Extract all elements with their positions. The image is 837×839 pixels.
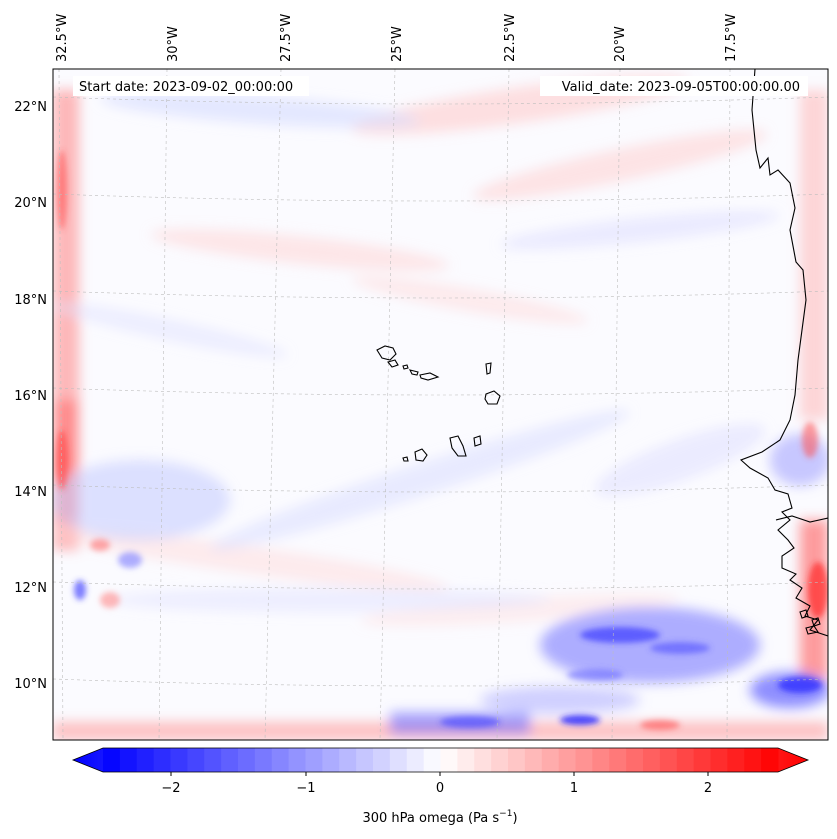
colorbar-band [204,748,222,772]
colorbar-tick-label: −2 [161,781,180,796]
colorbar-band [136,748,155,772]
longitude-labels: 32.5°W 30°W 27.5°W 25°W 22.5°W 20°W 17.5… [55,14,739,62]
island-santiago [449,435,467,457]
colorbar-band [356,748,374,772]
colorbar-band [238,748,256,772]
colorbar-label-text: 300 hPa omega (Pa s [362,811,499,826]
island-sao-vicente [387,359,399,368]
colorbar-band [558,748,577,772]
lon-label: 17.5°W [724,14,739,62]
colorbar-bands [103,748,779,772]
colorbar-band [761,748,779,772]
island-santa-luzia [402,364,409,370]
lat-label: 14°N [14,485,47,500]
colorbar-band [119,748,138,772]
colorbar-label: 300 hPa omega (Pa s−1) [362,809,517,826]
colorbar-band [676,748,695,772]
colorbar-band [153,748,172,772]
colorbar-band [373,748,391,772]
bijagos-islands [799,609,821,635]
lat-label: 22°N [14,100,47,115]
map-frame [52,68,829,741]
colorbar-band [288,748,307,772]
island-santo-antao [376,345,397,361]
island-sao-nicolau-east [419,372,440,381]
island-maio [473,435,482,447]
colorbar-band [592,748,610,772]
colorbar-band [491,748,509,772]
island-brava [402,456,409,462]
colorbar-band [440,748,458,772]
start-date-box [73,76,309,96]
valid-date-label: Valid_date: 2023-09-05T00:00:00.00 [562,80,800,95]
colorbar: −2 −1 0 1 2 300 hPa omega (Pa s−1) [71,747,810,826]
colorbar-tick-label: −1 [296,781,315,796]
colorbar-band [744,748,762,772]
colorbar-band [659,748,678,772]
colorbar-band [254,748,273,772]
valid-date-box [540,76,808,96]
colorbar-label-exponent: −1 [499,809,512,819]
colorbar-band [727,748,745,772]
island-sal [485,362,492,375]
colorbar-band [103,748,121,772]
colorbar-tick-label: 1 [570,781,578,796]
colorbar-band [389,748,408,772]
colorbar-band [508,748,526,772]
colorbar-band [693,748,712,772]
colorbar-band [221,748,239,772]
colorbar-band [626,748,644,772]
omega-field-broad [53,75,828,740]
lat-label: 18°N [14,293,47,308]
west-africa-coastline [739,69,828,637]
start-date-label: Start date: 2023-09-02_00:00:00 [79,80,293,95]
omega-field [53,75,828,740]
colorbar-band [609,748,627,772]
colorbar-band [575,748,593,772]
island-sao-nicolau [408,369,419,376]
colorbar-band [322,748,340,772]
colorbar-label-end: ) [512,811,517,826]
lon-label: 27.5°W [279,14,294,62]
colorbar-band [423,748,442,772]
coast-inlet [775,515,828,523]
lon-label: 22.5°W [503,14,518,62]
colorbar-tick-label: 2 [704,781,712,796]
colorbar-outline [71,747,810,773]
lon-label: 30°W [166,26,181,62]
colorbar-band [271,748,290,772]
colorbar-tick-label: 0 [436,781,444,796]
lon-label: 20°W [613,26,628,62]
colorbar-band [170,748,188,772]
colorbar-band [474,748,492,772]
omega-field-detail [56,150,828,730]
colorbar-band [710,748,728,772]
island-fogo [414,448,428,462]
graticule [52,68,829,741]
colorbar-band [187,748,205,772]
map-panel: Start date: 2023-09-02_00:00:00 Valid_da… [52,68,829,741]
lon-label: 25°W [390,26,405,62]
lat-label: 12°N [14,581,47,596]
lon-label: 32.5°W [55,14,70,62]
colorbar-band [541,748,560,772]
lat-label: 20°N [14,196,47,211]
colorbar-ticks: −2 −1 0 1 2 [161,772,712,796]
lat-label: 10°N [14,677,47,692]
colorbar-band [524,748,543,772]
latitude-labels: 22°N 20°N 18°N 16°N 14°N 12°N 10°N [14,100,47,692]
island-boa-vista [484,390,501,405]
colorbar-band [643,748,661,772]
colorbar-band [305,748,323,772]
lat-label: 16°N [14,389,47,404]
colorbar-band [339,748,357,772]
colorbar-band [406,748,425,772]
coastlines [376,69,828,637]
colorbar-band [457,748,475,772]
